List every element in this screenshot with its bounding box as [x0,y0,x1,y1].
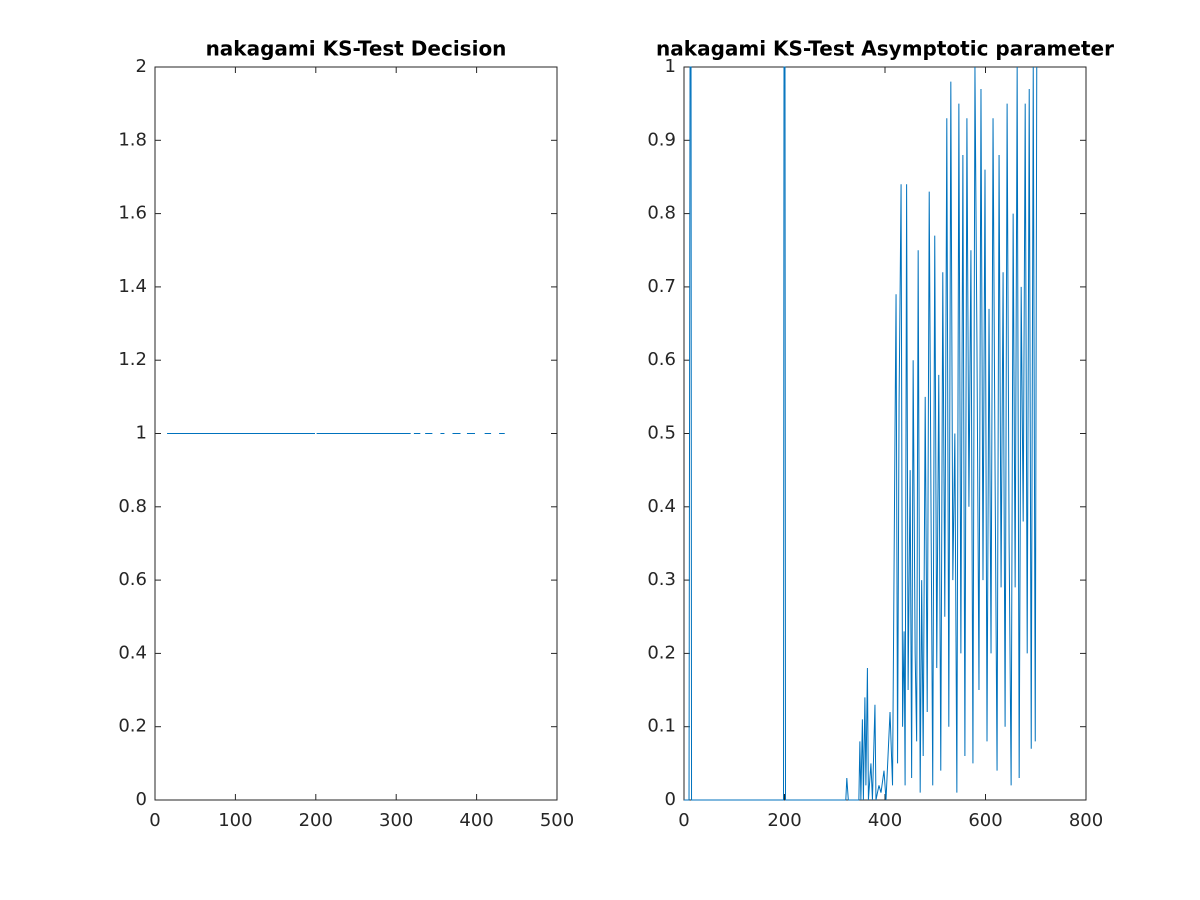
y-tick-label: 1.2 [118,349,147,370]
x-tick-label: 0 [149,810,160,831]
x-tick-label: 300 [379,810,413,831]
x-tick-label: 600 [968,810,1002,831]
x-tick-label: 400 [459,810,493,831]
y-tick-label: 1 [665,56,676,77]
y-tick-label: 1 [136,423,147,444]
y-tick-label: 0.3 [647,569,676,590]
y-tick-label: 0.7 [647,276,676,297]
chart-title: nakagami KS-Test Decision [206,37,507,61]
y-tick-label: 0 [665,789,676,810]
y-tick-label: 0.8 [647,203,676,224]
y-tick-label: 0.2 [118,716,147,737]
y-tick-label: 0.2 [647,642,676,663]
x-tick-label: 0 [678,810,689,831]
x-tick-label: 200 [299,810,333,831]
y-tick-label: 1.6 [118,203,147,224]
y-tick-label: 0.4 [647,496,676,517]
x-tick-label: 400 [868,810,902,831]
y-tick-label: 2 [136,56,147,77]
y-tick-label: 0.6 [647,349,676,370]
x-tick-label: 200 [767,810,801,831]
chart-title: nakagami KS-Test Asymptotic parameter [656,37,1114,61]
x-tick-label: 100 [218,810,252,831]
y-tick-label: 0.6 [118,569,147,590]
y-tick-label: 0 [136,789,147,810]
y-tick-label: 0.4 [118,642,147,663]
y-tick-label: 1.4 [118,276,147,297]
y-tick-label: 0.8 [118,496,147,517]
x-tick-label: 500 [540,810,574,831]
y-tick-label: 1.8 [118,129,147,150]
x-tick-label: 800 [1069,810,1103,831]
y-tick-label: 0.1 [647,716,676,737]
y-tick-label: 0.5 [647,423,676,444]
data-line [684,66,1038,801]
y-tick-label: 0.9 [647,129,676,150]
